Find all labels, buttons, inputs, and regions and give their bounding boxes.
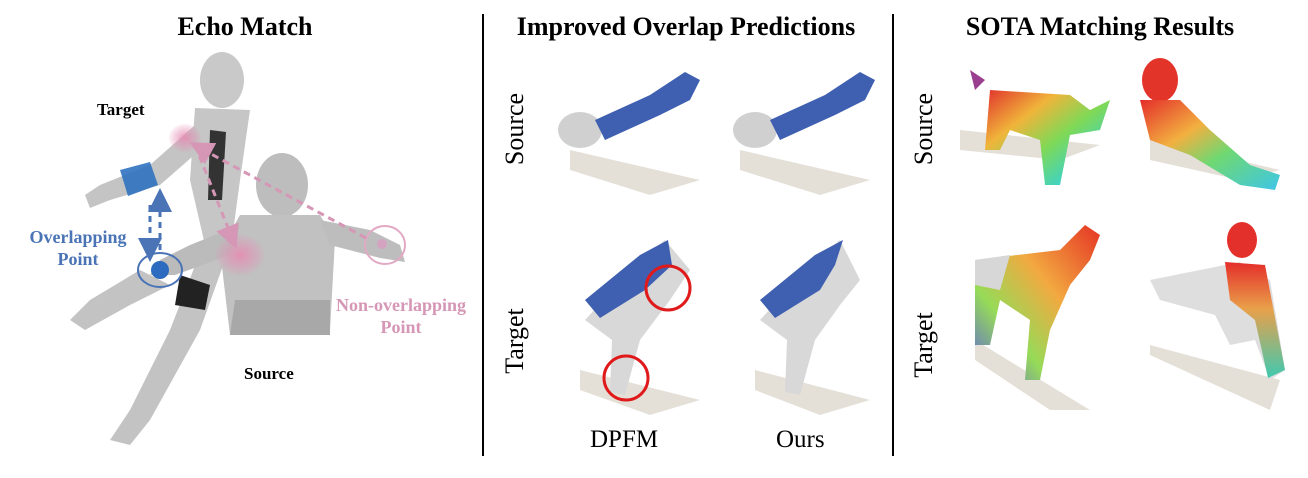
sota-row-source-label: Source xyxy=(909,89,939,169)
overlapping-point-line2: Point xyxy=(18,248,138,270)
source-dog-colored xyxy=(970,70,1110,185)
source-horse-dpfm xyxy=(558,72,700,148)
echo-source-label: Source xyxy=(244,364,294,384)
nonoverlapping-point-line2: Point xyxy=(326,316,476,338)
nonoverlapping-point-line1: Non-overlapping xyxy=(326,294,476,316)
overlap-row-target-label: Target xyxy=(500,301,530,381)
source-horse-ours xyxy=(733,72,875,148)
target-horse-ours xyxy=(760,240,860,395)
overlapping-point-line1: Overlapping xyxy=(18,226,138,248)
echo-target-label: Target xyxy=(97,100,145,120)
col-dpfm-label: DPFM xyxy=(590,426,658,454)
sota-row-target-label: Target xyxy=(909,305,939,385)
col-ours-label: Ours xyxy=(776,426,825,454)
overlap-row-source-label: Source xyxy=(500,89,530,169)
overlapping-point-label: Overlapping Point xyxy=(18,226,138,270)
nonoverlapping-point-label: Non-overlapping Point xyxy=(326,294,476,338)
